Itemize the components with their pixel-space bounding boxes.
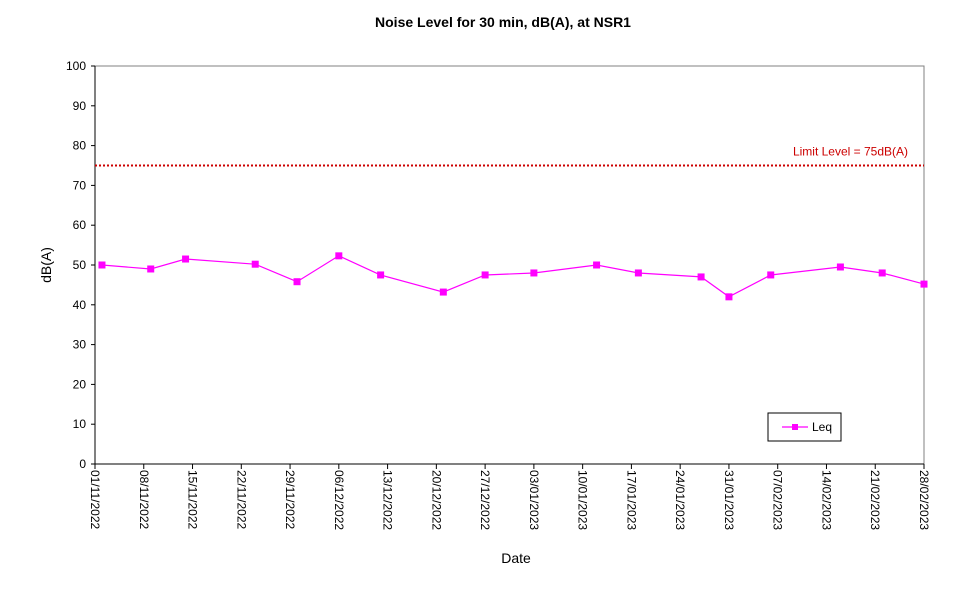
data-point-leq	[98, 261, 106, 269]
x-tick-label: 20/12/2022	[429, 470, 443, 530]
x-tick-label: 08/11/2022	[137, 470, 151, 529]
x-tick-label: 31/01/2023	[722, 470, 736, 530]
series-line-leq	[101, 255, 925, 298]
legend-label-leq: Leq	[812, 420, 832, 434]
y-axis-title: dB(A)	[38, 247, 54, 283]
reference-lines: Limit Level = 75dB(A)	[95, 145, 924, 167]
data-point-leq	[439, 288, 447, 296]
data-point-leq	[725, 293, 733, 301]
y-tick-label: 20	[73, 377, 87, 391]
chart-title: Noise Level for 30 min, dB(A), at NSR1	[375, 14, 631, 30]
y-tick-label: 40	[73, 298, 87, 312]
data-point-leq	[767, 271, 775, 279]
x-axis-title: Date	[501, 550, 531, 566]
y-tick-label: 30	[73, 338, 87, 352]
data-point-leq	[836, 263, 844, 271]
data-point-leq	[182, 255, 190, 263]
y-tick-label: 90	[73, 99, 87, 113]
x-tick-label: 28/02/2023	[917, 470, 931, 530]
data-point-leq	[697, 273, 705, 281]
x-tick-label: 27/12/2022	[478, 470, 492, 530]
legend-marker-leq	[792, 424, 798, 430]
x-tick-label: 15/11/2022	[186, 470, 200, 529]
data-point-leq	[530, 269, 538, 277]
x-tick-label: 17/01/2023	[624, 470, 638, 530]
y-tick-label: 0	[79, 457, 86, 471]
data-point-leq	[634, 269, 642, 277]
y-tick-label: 50	[73, 258, 87, 272]
series-layer	[98, 252, 928, 301]
data-point-leq	[147, 265, 155, 273]
x-tick-label: 01/11/2022	[88, 470, 102, 529]
y-tick-label: 70	[73, 178, 87, 192]
plot-area	[94, 65, 925, 465]
x-tick-label: 14/02/2023	[819, 470, 833, 530]
x-axis: 01/11/2022 08/11/2022 15/11/2022 22/11/2022…	[88, 464, 931, 530]
x-tick-label: 13/12/2022	[381, 470, 395, 530]
x-tick-label: 22/11/2022	[234, 470, 248, 529]
y-tick-label: 100	[66, 59, 86, 73]
data-point-leq	[251, 260, 259, 268]
data-point-leq	[377, 271, 385, 279]
y-tick-label: 10	[73, 417, 87, 431]
x-tick-label: 07/02/2023	[771, 470, 785, 530]
data-point-leq	[920, 280, 928, 288]
data-point-leq	[593, 261, 601, 269]
x-tick-label: 06/12/2022	[332, 470, 346, 530]
limit-level-label: Limit Level = 75dB(A)	[793, 145, 908, 159]
y-axis: 0 10 20 30 40 50 60 70 80 90 100	[66, 59, 95, 471]
data-point-leq	[878, 269, 886, 277]
y-tick-label: 60	[73, 218, 87, 232]
x-tick-label: 03/01/2023	[527, 470, 541, 530]
data-point-leq	[481, 271, 489, 279]
data-point-leq	[335, 252, 343, 260]
y-tick-label: 80	[73, 139, 87, 153]
x-tick-label: 29/11/2022	[283, 470, 297, 529]
data-point-leq	[293, 278, 301, 286]
x-tick-label: 10/01/2023	[576, 470, 590, 530]
x-tick-label: 21/02/2023	[868, 470, 882, 530]
x-tick-label: 24/01/2023	[673, 470, 687, 530]
legend: Leq	[767, 412, 842, 442]
